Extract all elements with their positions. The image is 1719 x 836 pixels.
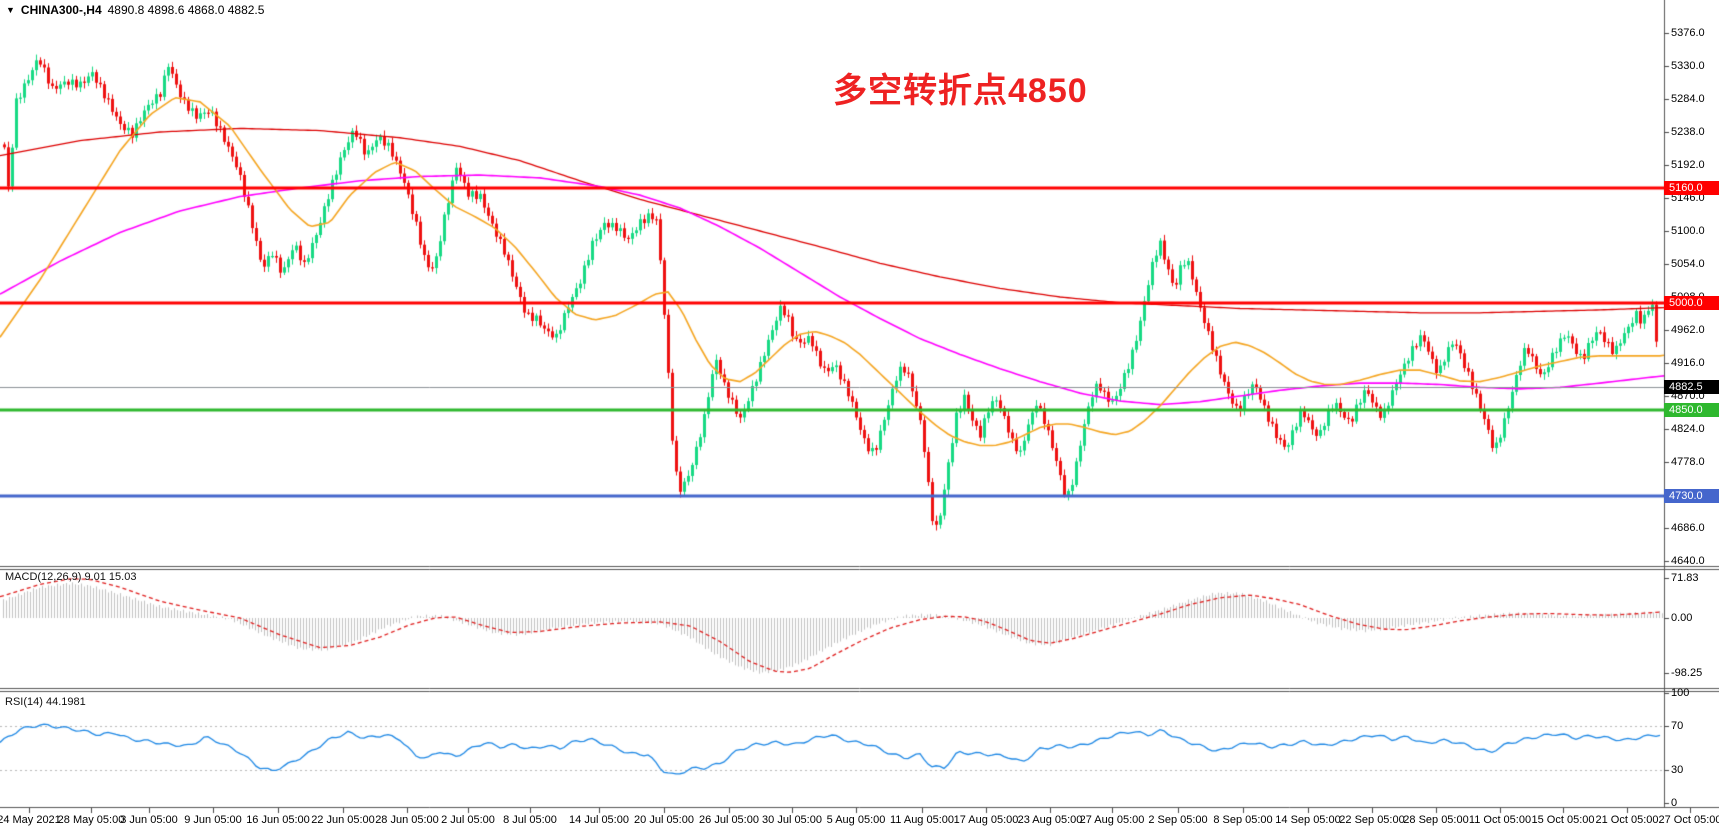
price-level-badge: 4882.5 <box>1664 380 1719 395</box>
price-tick-label: 5146.0 <box>1671 192 1705 204</box>
price-tick-label: 4962.0 <box>1671 324 1705 336</box>
time-tick-label: 30 Jul 05:00 <box>762 814 822 826</box>
price-tick-label: 5330.0 <box>1671 60 1705 72</box>
time-tick-label: 14 Sep 05:00 <box>1275 814 1341 826</box>
price-tick-label: 5284.0 <box>1671 93 1705 105</box>
rsi-tick-label: 30 <box>1671 764 1684 776</box>
time-tick-label: 9 Jun 05:00 <box>184 814 242 826</box>
price-tick-label: 4916.0 <box>1671 357 1705 369</box>
macd-tick-label: 0.00 <box>1671 612 1693 624</box>
time-tick-label: 16 Jun 05:00 <box>246 814 310 826</box>
price-tick-label: 4640.0 <box>1671 555 1705 567</box>
time-tick-label: 2 Jul 05:00 <box>441 814 495 826</box>
time-tick-label: 27 Oct 05:00 <box>1658 814 1719 826</box>
time-tick-label: 15 Oct 05:00 <box>1531 814 1595 826</box>
time-tick-label: 8 Jul 05:00 <box>503 814 557 826</box>
time-tick-label: 28 May 05:00 <box>57 814 125 826</box>
price-tick-label: 4686.0 <box>1671 522 1705 534</box>
time-tick-label: 5 Aug 05:00 <box>826 814 886 826</box>
price-level-badge: 4730.0 <box>1664 489 1719 504</box>
time-tick-label: 27 Aug 05:00 <box>1079 814 1145 826</box>
macd-indicator-label: MACD(12,26,9) 9.01 15.03 <box>5 571 137 583</box>
price-tick-label: 5192.0 <box>1671 159 1705 171</box>
price-level-badge: 5000.0 <box>1664 295 1719 310</box>
price-tick-label: 4824.0 <box>1671 423 1705 435</box>
time-tick-label: 28 Jun 05:00 <box>375 814 439 826</box>
time-tick-label: 3 Jun 05:00 <box>120 814 178 826</box>
time-tick-label: 17 Aug 05:00 <box>953 814 1019 826</box>
price-tick-label: 5376.0 <box>1671 27 1705 39</box>
time-tick-label: 20 Jul 05:00 <box>634 814 694 826</box>
time-tick-label: 2 Sep 05:00 <box>1148 814 1208 826</box>
time-tick-label: 14 Jul 05:00 <box>569 814 629 826</box>
chart-title-bar: ▼ CHINA300-,H4 4890.8 4898.6 4868.0 4882… <box>6 3 264 17</box>
price-tick-label: 5054.0 <box>1671 258 1705 270</box>
price-tick-label: 5100.0 <box>1671 225 1705 237</box>
time-tick-label: 28 Sep 05:00 <box>1403 814 1469 826</box>
time-tick-label: 21 Oct 05:00 <box>1595 814 1659 826</box>
macd-tick-label: -98.25 <box>1671 667 1703 680</box>
rsi-tick-label: 100 <box>1671 687 1690 699</box>
time-tick-label: 24 May 2021 <box>0 814 61 826</box>
rsi-tick-label: 0 <box>1671 797 1678 809</box>
rsi-indicator-label: RSI(14) 44.1981 <box>5 696 86 708</box>
time-tick-label: 8 Sep 05:00 <box>1213 814 1273 826</box>
price-level-badge: 5160.0 <box>1664 180 1719 195</box>
rsi-tick-label: 70 <box>1671 720 1684 732</box>
ohlc-values: 4890.8 4898.6 4868.0 4882.5 <box>107 3 265 17</box>
pivot-annotation-text: 多空转折点4850 <box>833 72 1088 110</box>
price-tick-label: 4778.0 <box>1671 456 1705 468</box>
macd-tick-label: 71.83 <box>1671 571 1699 584</box>
time-tick-label: 11 Oct 05:00 <box>1468 814 1532 826</box>
price-tick-label: 5238.0 <box>1671 126 1705 138</box>
time-tick-label: 22 Sep 05:00 <box>1339 814 1405 826</box>
time-tick-label: 22 Jun 05:00 <box>311 814 375 826</box>
time-tick-label: 11 Aug 05:00 <box>889 814 955 826</box>
symbol-dropdown-icon[interactable]: ▼ <box>6 5 15 15</box>
symbol-timeframe-label: CHINA300-,H4 <box>20 3 102 17</box>
price-level-badge: 4850.0 <box>1664 403 1719 418</box>
time-tick-label: 26 Jul 05:00 <box>699 814 759 826</box>
time-tick-label: 23 Aug 05:00 <box>1017 814 1083 826</box>
